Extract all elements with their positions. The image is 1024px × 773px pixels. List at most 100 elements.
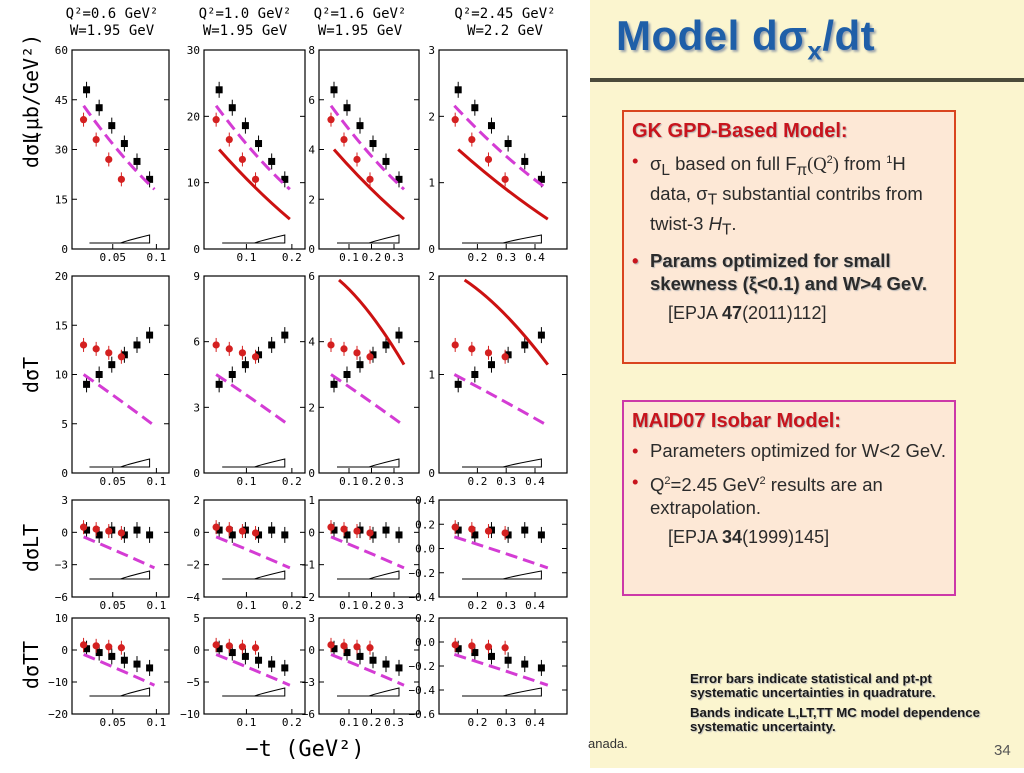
y-tick-label: 0 [61,644,68,657]
data-point-red [366,353,374,361]
systematic-band [337,458,400,468]
maid-curve-red [218,148,291,221]
y-tick-label: 1 [428,369,435,382]
data-point-red [79,523,88,531]
y-tick-label: −2 [302,591,315,604]
plot-frame [203,499,306,598]
plot-frame [318,275,420,474]
gk-curve-magenta [82,373,156,427]
y-tick-label: 0 [428,243,435,256]
data-point-red [105,527,113,535]
column-header-q2: Q²=2.45 GeV² [454,6,555,22]
data-point-black [95,371,103,378]
x-tick-label: 0.2 [362,716,382,729]
data-point-black [330,645,338,653]
x-tick-label: 0.3 [496,251,516,264]
data-point-red [353,349,361,357]
maid-heading: MAID07 Isobar Model: [632,410,841,432]
data-point-black [83,86,91,94]
data-point-black [95,104,103,112]
column-header-q2: Q²=0.6 GeV² [66,6,159,22]
data-point-black [281,531,289,539]
x-axis-label: −t (GeV²) [245,737,364,762]
systematic-band [337,570,400,580]
page-number: 34 [994,742,1011,759]
uncertainty-note: Error bars indicate statistical and pt-p… [690,672,990,740]
data-point-red [251,175,260,183]
data-point-black [537,531,545,539]
column-header-w: W=1.95 GeV [203,23,288,39]
data-point-black [382,157,390,165]
data-point-red [327,641,335,649]
x-tick-label: 0.2 [282,475,302,488]
y-tick-label: 20 [55,270,68,283]
systematic-band [337,234,400,244]
data-point-red [238,527,247,535]
systematic-band [222,687,286,697]
footer-text: anada. [588,736,628,751]
data-point-black [133,341,141,349]
x-tick-label: 0.2 [282,599,302,612]
data-point-red [468,345,476,353]
slide-title: Model dσx/dt [616,12,876,66]
data-point-red [451,641,459,649]
y-tick-label: 0 [193,243,200,256]
data-point-red [468,642,476,650]
x-tick-label: 0.2 [467,475,487,488]
y-tick-label: 0.0 [415,543,435,556]
data-point-red [340,135,348,144]
gk-curve-magenta [215,373,291,427]
y-tick-label: −0.2 [409,567,436,580]
y-tick-label: −2 [187,559,200,572]
data-point-red [117,353,125,361]
data-point-red [212,116,220,124]
data-point-black [120,656,128,664]
data-point-red [238,643,247,651]
y-tick-label: −0.2 [409,660,436,673]
data-point-red [484,349,493,357]
y-tick-label: 2 [193,494,200,507]
y-tick-label: 10 [55,612,68,625]
cross-section-figure: Q²=0.6 GeV² W=1.95 GeV Q²=1.0 GeV² W=1.95 G… [19,6,568,762]
maid-curve-red [463,278,549,366]
plot-frame [203,49,306,250]
data-point-black [454,380,462,388]
data-point-red [327,116,335,124]
x-tick-label: 0.4 [525,716,545,729]
data-point-black [215,526,223,534]
data-point-black [228,371,236,378]
data-point-red [79,116,88,124]
x-tick-label: 0.1 [146,599,166,612]
data-point-black [521,341,529,349]
title-divider [588,78,1024,82]
x-tick-label: 0.2 [362,599,382,612]
data-point-red [327,523,335,531]
data-point-black [382,341,390,349]
y-tick-label: −4 [187,591,201,604]
data-point-red [225,642,233,650]
y-tick-label: 0 [308,243,315,256]
x-tick-label: 0.2 [467,251,487,264]
data-point-red [484,527,493,535]
data-point-black [343,104,351,112]
data-point-black [281,331,289,339]
gk-curve-magenta [83,535,156,570]
data-point-black [395,175,403,183]
x-tick-label: 0.3 [496,716,516,729]
data-point-black [471,371,479,378]
systematic-band [462,234,542,244]
plot-frame [438,499,568,598]
data-point-red [340,345,348,353]
gk-curve-magenta [453,653,549,687]
systematic-band [89,458,151,468]
data-point-black [83,645,91,653]
x-tick-label: 0.3 [384,251,404,264]
x-tick-label: 0.2 [282,716,302,729]
column-header-q2: Q²=1.6 GeV² [314,6,407,22]
systematic-band [222,458,286,468]
y-tick-label: 1 [428,177,435,190]
x-tick-label: 0.2 [467,716,487,729]
y-tick-label: 6 [308,94,315,107]
systematic-band [462,687,542,697]
column-header-w: W=2.2 GeV [467,23,543,39]
